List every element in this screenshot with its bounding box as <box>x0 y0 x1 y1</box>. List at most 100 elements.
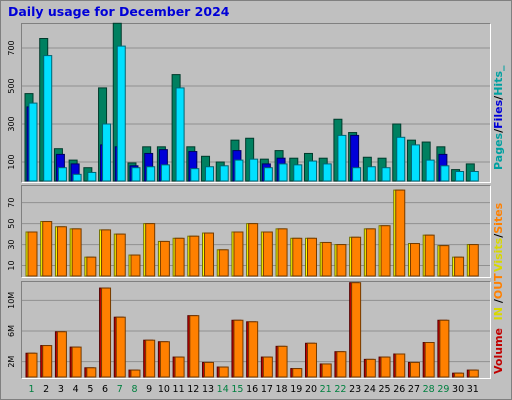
x-tick-label: 26 <box>393 384 405 395</box>
pages-bar <box>175 87 185 182</box>
pages-bar <box>278 163 288 182</box>
pages-bar <box>57 167 67 182</box>
sites-bar <box>145 223 156 277</box>
sites-bar <box>159 240 170 277</box>
kbout-bar <box>321 363 332 378</box>
kbout-bar <box>233 319 244 378</box>
sites-bar <box>321 241 332 277</box>
sites-bar <box>395 189 406 277</box>
sites-bar <box>101 229 112 277</box>
kbout-bar <box>262 356 273 378</box>
sites-bar <box>262 231 273 277</box>
pages-bar <box>337 134 347 182</box>
kbout-bar <box>204 361 215 378</box>
x-tick-label: 25 <box>378 384 390 395</box>
y-tick-label: 700 <box>7 40 16 55</box>
pages-bar <box>410 144 420 182</box>
y-tick-label: 2M <box>7 356 16 368</box>
sites-bar <box>454 256 465 277</box>
pages-bar <box>190 168 200 182</box>
pages-bar <box>440 165 450 182</box>
x-tick-label: 8 <box>131 384 137 395</box>
x-tick-label: 15 <box>231 384 243 395</box>
x-tick-label: 28 <box>423 384 435 395</box>
x-tick-label: 13 <box>202 384 214 395</box>
x-tick-label: 12 <box>187 384 199 395</box>
legend-hits-trail: _ <box>492 65 505 71</box>
pages-bar <box>28 102 38 182</box>
pages-bar <box>249 158 259 182</box>
kbout-bar <box>42 345 53 378</box>
y-tick-label: 10M <box>7 292 16 309</box>
sites-bar <box>115 233 126 277</box>
x-tick-label: 23 <box>349 384 361 395</box>
kbout-bar <box>380 356 391 378</box>
pages-bar <box>425 159 435 182</box>
x-tick-label: 22 <box>334 384 346 395</box>
kbout-bar <box>336 351 347 378</box>
pages-bar <box>146 166 156 182</box>
legend-sites: Sites <box>492 202 505 234</box>
sites-bar <box>174 237 185 277</box>
legend-sep-3: / <box>492 233 505 238</box>
x-tick-label: 19 <box>290 384 302 395</box>
x-tick-label: 7 <box>117 384 123 395</box>
kbout-bar <box>306 342 317 378</box>
pages-bar <box>116 45 126 182</box>
sites-bar <box>292 237 303 277</box>
x-tick-label: 27 <box>408 384 420 395</box>
x-tick-label: 17 <box>261 384 273 395</box>
pages-bar <box>322 163 332 182</box>
kbout-bar <box>71 346 82 378</box>
sites-bar <box>56 226 67 277</box>
legend-files: Files <box>492 99 505 129</box>
pages-bar <box>366 166 376 182</box>
x-tick-label: 16 <box>246 384 258 395</box>
kbout-bar <box>248 321 259 378</box>
x-tick-label: 11 <box>173 384 185 395</box>
y-tick-label: 30 <box>7 239 16 249</box>
x-tick-label: 31 <box>467 384 479 395</box>
sites-bar <box>189 235 200 277</box>
pages-bar <box>469 171 479 182</box>
pages-bar <box>205 166 215 182</box>
x-tick-label: 20 <box>305 384 317 395</box>
x-tick-label: 29 <box>437 384 449 395</box>
legend-sep-1: / <box>492 128 505 133</box>
x-tick-label: 18 <box>276 384 288 395</box>
pages-bar <box>307 160 317 182</box>
legend-sep-2: / <box>492 95 505 100</box>
sites-bar <box>336 244 347 277</box>
sites-bar <box>248 223 259 277</box>
kbout-bar <box>454 372 465 378</box>
legend-visits-sites: Visits/Sites <box>492 203 505 272</box>
sites-bar <box>468 244 479 277</box>
x-tick-label: 24 <box>364 384 376 395</box>
pages-bar <box>234 159 244 182</box>
kbout-bar <box>189 315 200 378</box>
sites-bar <box>86 256 97 277</box>
pages-bar <box>160 164 170 182</box>
legend-sep-4: / <box>492 299 505 304</box>
pages-bar <box>87 171 97 182</box>
x-tick-label: 5 <box>87 384 93 395</box>
pages-bar <box>455 171 465 182</box>
x-tick-label: 3 <box>58 384 64 395</box>
y-tick-label: 100 <box>7 154 16 169</box>
chart-title: Daily usage for December 2024 <box>8 4 230 19</box>
legend-volume-label: Volume <box>492 328 505 374</box>
legend-visits: Visits <box>492 237 505 272</box>
x-tick-label: 9 <box>146 384 152 395</box>
kbout-bar <box>439 319 450 378</box>
legend-kbin: IN <box>492 307 505 321</box>
sites-bar <box>233 231 244 277</box>
legend-pages-files-hits: Pages/Files/Hits_ <box>492 65 505 170</box>
sites-bar <box>424 234 435 277</box>
pages-bar <box>102 123 112 182</box>
kbout-bar <box>292 368 303 378</box>
kbout-bar <box>27 352 38 378</box>
kbout-bar <box>218 366 229 378</box>
x-tick-label: 30 <box>452 384 464 395</box>
pages-bar <box>131 167 141 182</box>
sites-bar <box>351 236 362 277</box>
